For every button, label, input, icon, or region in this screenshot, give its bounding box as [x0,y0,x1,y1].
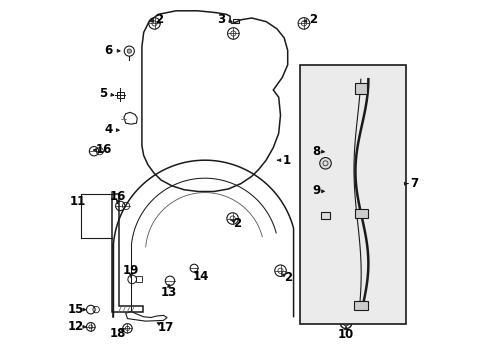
Bar [232,19,238,23]
Text: 3: 3 [217,13,225,26]
Text: 14: 14 [193,270,209,283]
Text: 16: 16 [109,190,126,203]
Text: 18: 18 [109,327,126,340]
Bar [354,209,367,218]
Text: 13: 13 [161,286,177,299]
Text: 17: 17 [158,321,174,334]
Bar [136,276,142,282]
Text: 12: 12 [68,320,84,333]
Bar [355,83,366,94]
Text: 16: 16 [95,143,111,156]
Text: 10: 10 [337,328,353,341]
Text: 19: 19 [122,264,139,277]
Text: 2: 2 [155,13,163,26]
Bar [117,92,123,98]
Circle shape [127,49,131,53]
Text: 8: 8 [312,145,320,158]
Bar [321,212,329,220]
Text: 15: 15 [68,303,84,316]
Text: 9: 9 [312,184,320,197]
Text: 2: 2 [233,217,241,230]
Text: 11: 11 [70,195,86,208]
Circle shape [319,158,330,169]
Text: 2: 2 [309,13,317,26]
Text: 4: 4 [104,123,112,136]
Text: 6: 6 [104,44,112,57]
Bar [353,301,367,310]
Bar [300,65,406,324]
Text: 5: 5 [99,87,107,100]
Text: 2: 2 [283,271,291,284]
Text: 1: 1 [283,154,290,167]
Text: 7: 7 [409,177,418,190]
